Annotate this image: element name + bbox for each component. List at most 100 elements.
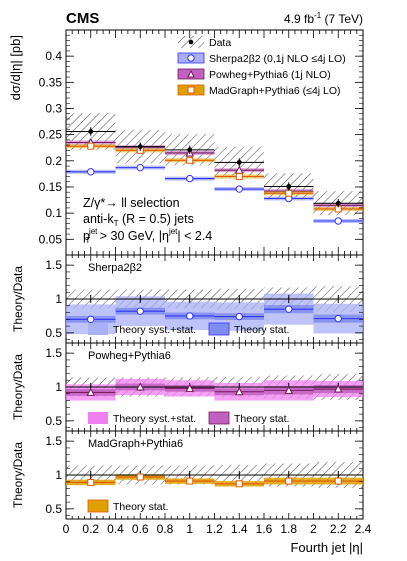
sherpa-ratio-legend: Theory syst.+stat. Theory stat. (88, 322, 289, 336)
data-point (236, 159, 242, 165)
ratio-y-tick-label: 1.5 (45, 434, 62, 448)
x-tick-label: 0.4 (107, 522, 124, 536)
x-tick-label: 1.4 (231, 522, 248, 536)
madgraph-panel-title: MadGraph+Pythia6 (88, 438, 183, 450)
ratio-y-tick-label: 0.5 (45, 414, 62, 428)
powheg-ratio-point (86, 387, 96, 396)
sherpa-ratio-point (235, 312, 243, 321)
data-point (187, 147, 193, 153)
madgraph-ratio-point (186, 477, 194, 485)
madgraph-ratio-point (235, 480, 243, 488)
powheg-y-axis-label: Theory/Data (11, 354, 25, 420)
y-tick-label: 0.05 (39, 232, 63, 246)
sherpa-panel-title: Sherpa2β2 (88, 262, 142, 274)
y-tick-label: 0.3 (45, 101, 62, 115)
madgraph-point (186, 156, 194, 164)
y-tick-label: 0.15 (39, 180, 63, 194)
madgraph-point (87, 142, 95, 150)
madgraph-point (235, 173, 243, 181)
powheg-syst-label: Theory syst.+stat. (113, 413, 196, 425)
sherpa-stat-label: Theory stat. (234, 324, 289, 336)
data-point (335, 200, 341, 206)
sherpa-point (334, 217, 342, 225)
x-tick-label: 2 (310, 522, 317, 536)
y-tick-label: 0.25 (39, 128, 63, 142)
madgraph-ratio-plot: 0.5 1 1.5 0 0.2 0.4 0.6 0.8 1 1.2 1.4 1.6 1.8 2 2.2 2.4 (45, 431, 372, 536)
sherpa-syst-label: Theory syst.+stat. (113, 324, 196, 336)
powheg-ratio-point (333, 384, 343, 393)
legend-sherpa-label: Sherpa2β2 (0,1j NLO ≤4j LO) (209, 53, 346, 65)
ratio-y-tick-label: 1 (55, 468, 62, 482)
madgraph-ratio-point (136, 473, 144, 481)
experiment-label: CMS (66, 10, 99, 27)
x-axis-label: Fourth jet |η| (290, 540, 363, 555)
sherpa-point (136, 163, 144, 172)
madgraph-y-axis-label: Theory/Data (11, 442, 25, 508)
sherpa-y-axis-label: Theory/Data (11, 266, 25, 332)
y-tick-label: 0.2 (45, 154, 62, 168)
powheg-ratio-point (234, 387, 244, 396)
sherpa-point (235, 185, 243, 193)
sherpa-ratio-point (87, 315, 95, 324)
data-point (88, 129, 94, 134)
powheg-ratio-point (135, 382, 145, 391)
legend-madgraph-marker (187, 86, 195, 94)
ratio-y-tick-label: 1 (55, 292, 62, 306)
sherpa-ratio-point (334, 314, 342, 323)
powheg-ratio-point (185, 383, 195, 392)
y-tick-label: 0.1 (45, 206, 62, 220)
legend-madgraph-label: MadGraph+Pythia6 (≤4j LO) (209, 85, 341, 97)
x-tick-label: 1.6 (256, 522, 273, 536)
ratio-y-tick-label: 1.5 (45, 346, 62, 360)
legend-sherpa-marker (187, 54, 195, 62)
madgraph-point (285, 189, 293, 197)
powheg-ratio-legend: Theory syst.+stat. Theory stat. (88, 411, 289, 425)
data-point (137, 144, 143, 150)
legend-powheg-label: Powheg+Pythia6 (1j NLO) (209, 69, 331, 81)
data-point (286, 184, 292, 189)
legend-powheg-marker (187, 69, 195, 78)
y-tick-label: 0.4 (45, 49, 62, 63)
x-tick-label: 1.8 (280, 522, 297, 536)
sherpa-point (87, 168, 95, 176)
x-tick-label: 0 (63, 522, 70, 536)
madgraph-stat-label: Theory stat. (113, 501, 168, 513)
main-y-axis-label: dσ/d|η| [pb] (8, 35, 23, 100)
x-tick-label: 2.2 (330, 522, 347, 536)
sherpa-ratio-point (285, 305, 293, 313)
ratio-y-tick-label: 0.5 (45, 502, 62, 516)
main-plot: 0.05 0.1 0.15 0.2 0.25 0.3 0.35 0.4 (39, 30, 364, 255)
ratio-y-tick-label: 1 (55, 380, 62, 394)
sherpa-ratio-point (186, 312, 194, 320)
madgraph-ratio-point (334, 477, 342, 485)
madgraph-stat-swatch (87, 499, 109, 513)
x-tick-label: 0.6 (132, 522, 149, 536)
y-tick-label: 0.35 (39, 75, 63, 89)
sherpa-ratio-point (136, 307, 144, 315)
main-legend: Data Sherpa2β2 (0,1j NLO ≤4j LO) Powheg+… (177, 36, 346, 97)
selection-line-2: anti-kT (R = 0.5) jets (83, 212, 194, 228)
powheg-syst-swatch (88, 412, 108, 424)
sherpa-ratio-plot: 0.5 1 1.5 (45, 255, 364, 343)
madgraph-ratio-point (285, 477, 293, 485)
sherpa-point (186, 174, 194, 183)
sherpa-syst-swatch (88, 323, 108, 335)
ratio-y-tick-label: 1.5 (45, 258, 62, 272)
luminosity-label: 4.9 fb-1 (7 TeV) (284, 11, 363, 26)
x-tick-label: 0.2 (82, 522, 99, 536)
legend-data-label: Data (209, 37, 231, 49)
selection-line-3: pjet T > 30 GeV, |ηjet| < 2.4 (83, 227, 212, 245)
powheg-panel-title: Powheg+Pythia6 (88, 350, 171, 362)
selection-line-1: Z/γ*→ ll selection (83, 196, 180, 210)
powheg-ratio-point (284, 385, 294, 394)
x-tick-label: 1 (186, 522, 193, 536)
madgraph-ratio-legend: Theory stat. (87, 499, 168, 513)
ratio-y-tick-label: 0.5 (45, 326, 62, 340)
powheg-stat-label: Theory stat. (234, 413, 289, 425)
sherpa-stat-swatch (208, 322, 230, 336)
x-tick-label: 1.2 (206, 522, 223, 536)
x-tick-label: 0.8 (157, 522, 174, 536)
powheg-ratio-plot: 0.5 1 1.5 (45, 343, 364, 431)
madgraph-ratio-point (87, 478, 95, 486)
